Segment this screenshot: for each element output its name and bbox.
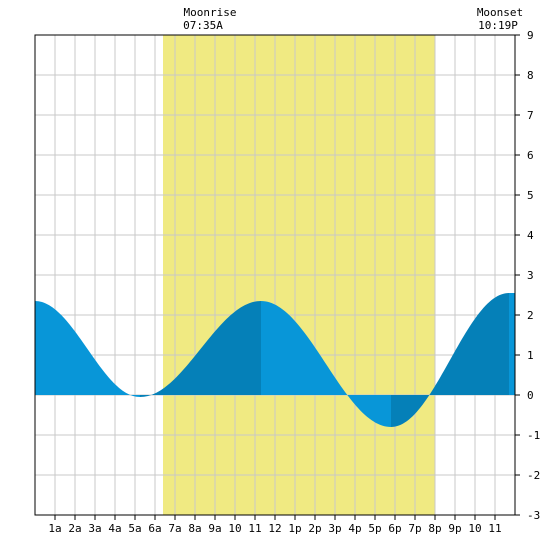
y-tick-label: 7 (527, 109, 534, 122)
y-tick-label: -3 (527, 509, 540, 522)
y-tick-label: -2 (527, 469, 540, 482)
x-tick-label: 5p (368, 522, 381, 535)
tide-series (35, 293, 515, 427)
tide-area-segment (35, 301, 140, 397)
x-tick-label: 7p (408, 522, 421, 535)
moonset-label: Moonset (477, 6, 523, 19)
x-tick-label: 1p (288, 522, 301, 535)
y-tick-label: 0 (527, 389, 534, 402)
x-tick-label: 3p (328, 522, 341, 535)
x-tick-label: 8a (188, 522, 201, 535)
y-tick-label: 3 (527, 269, 534, 282)
y-axis-ticks: -3 -2 -1 0 1 2 3 4 5 6 7 8 9 (515, 29, 540, 522)
x-tick-label: 6a (148, 522, 161, 535)
x-tick-label: 10 (468, 522, 481, 535)
x-tick-label: 6p (388, 522, 401, 535)
tide-area-segment (509, 293, 515, 395)
y-tick-label: 2 (527, 309, 534, 322)
x-tick-label: 11 (488, 522, 501, 535)
y-tick-label: 6 (527, 149, 534, 162)
tide-area-segment (261, 301, 391, 427)
x-tick-label: 12 (268, 522, 281, 535)
y-tick-label: -1 (527, 429, 540, 442)
x-tick-label: 9p (448, 522, 461, 535)
x-tick-label: 9a (208, 522, 221, 535)
x-tick-label: 3a (88, 522, 101, 535)
moonrise-time: 07:35A (183, 19, 223, 32)
y-tick-label: 5 (527, 189, 534, 202)
x-axis-ticks: 1a 2a 3a 4a 5a 6a 7a 8a 9a 10 11 12 1p 2p 3p 4p 5p 6p 7p 8p… (48, 515, 502, 535)
x-tick-label: 4p (348, 522, 361, 535)
x-tick-label: 4a (108, 522, 121, 535)
grid-lines (35, 35, 515, 515)
x-tick-label: 2p (308, 522, 321, 535)
x-tick-label: 8p (428, 522, 441, 535)
tide-area-segment (391, 293, 509, 427)
y-tick-label: 9 (527, 29, 534, 42)
y-tick-label: 4 (527, 229, 534, 242)
y-tick-label: 1 (527, 349, 534, 362)
x-tick-label: 2a (68, 522, 81, 535)
x-tick-label: 7a (168, 522, 181, 535)
x-tick-label: 5a (128, 522, 141, 535)
x-tick-label: 1a (48, 522, 61, 535)
tide-area-segment (140, 301, 261, 397)
moonset-time: 10:19P (478, 19, 518, 32)
x-tick-label: 11 (248, 522, 261, 535)
y-tick-label: 8 (527, 69, 534, 82)
x-tick-label: 10 (228, 522, 241, 535)
moonrise-label: Moonrise (184, 6, 237, 19)
